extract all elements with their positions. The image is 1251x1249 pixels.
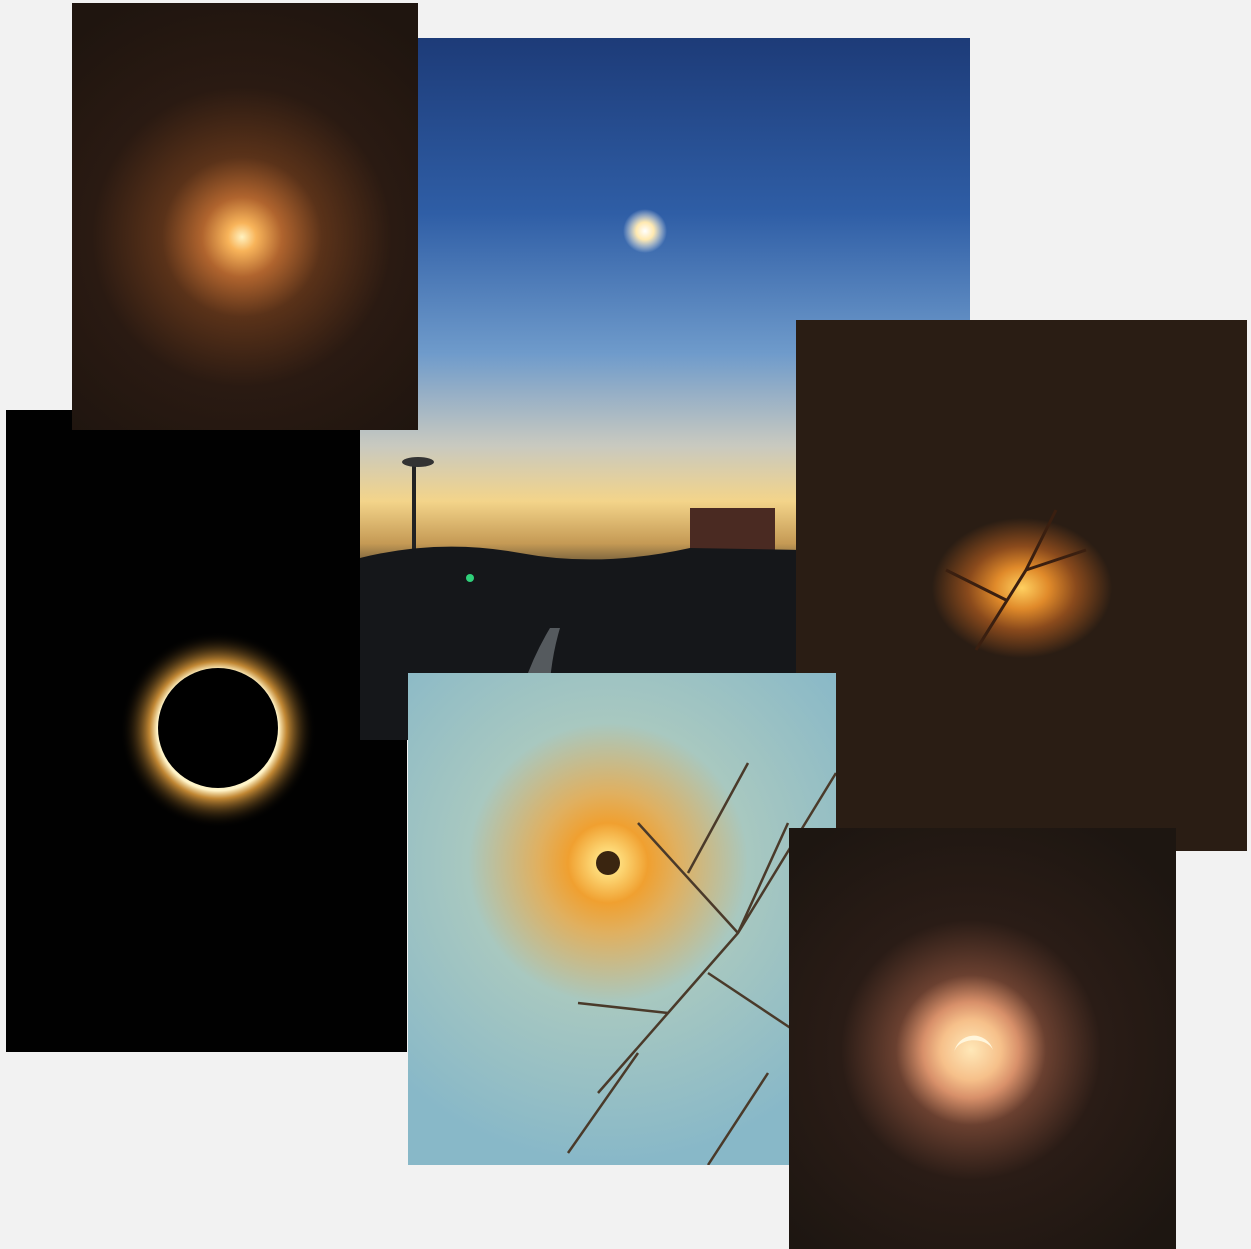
branches [946, 510, 1086, 650]
lamp [402, 457, 434, 467]
branch-graphic [796, 320, 1247, 851]
photo-branches-night [796, 320, 1247, 851]
collage [0, 0, 1251, 1249]
crescent [954, 1036, 993, 1053]
photo-partial-top [72, 3, 418, 430]
sun [623, 209, 667, 253]
eclipse-graphic [6, 410, 407, 1052]
tree-graphic [408, 673, 836, 1165]
crescent-graphic [789, 828, 1176, 1249]
moon [596, 851, 620, 875]
photo-total-eclipse [6, 410, 407, 1052]
photo-blue-eclipse [408, 673, 836, 1165]
green-light [466, 574, 474, 582]
photo-partial-bottom [789, 828, 1176, 1249]
moon-disc [158, 668, 278, 788]
